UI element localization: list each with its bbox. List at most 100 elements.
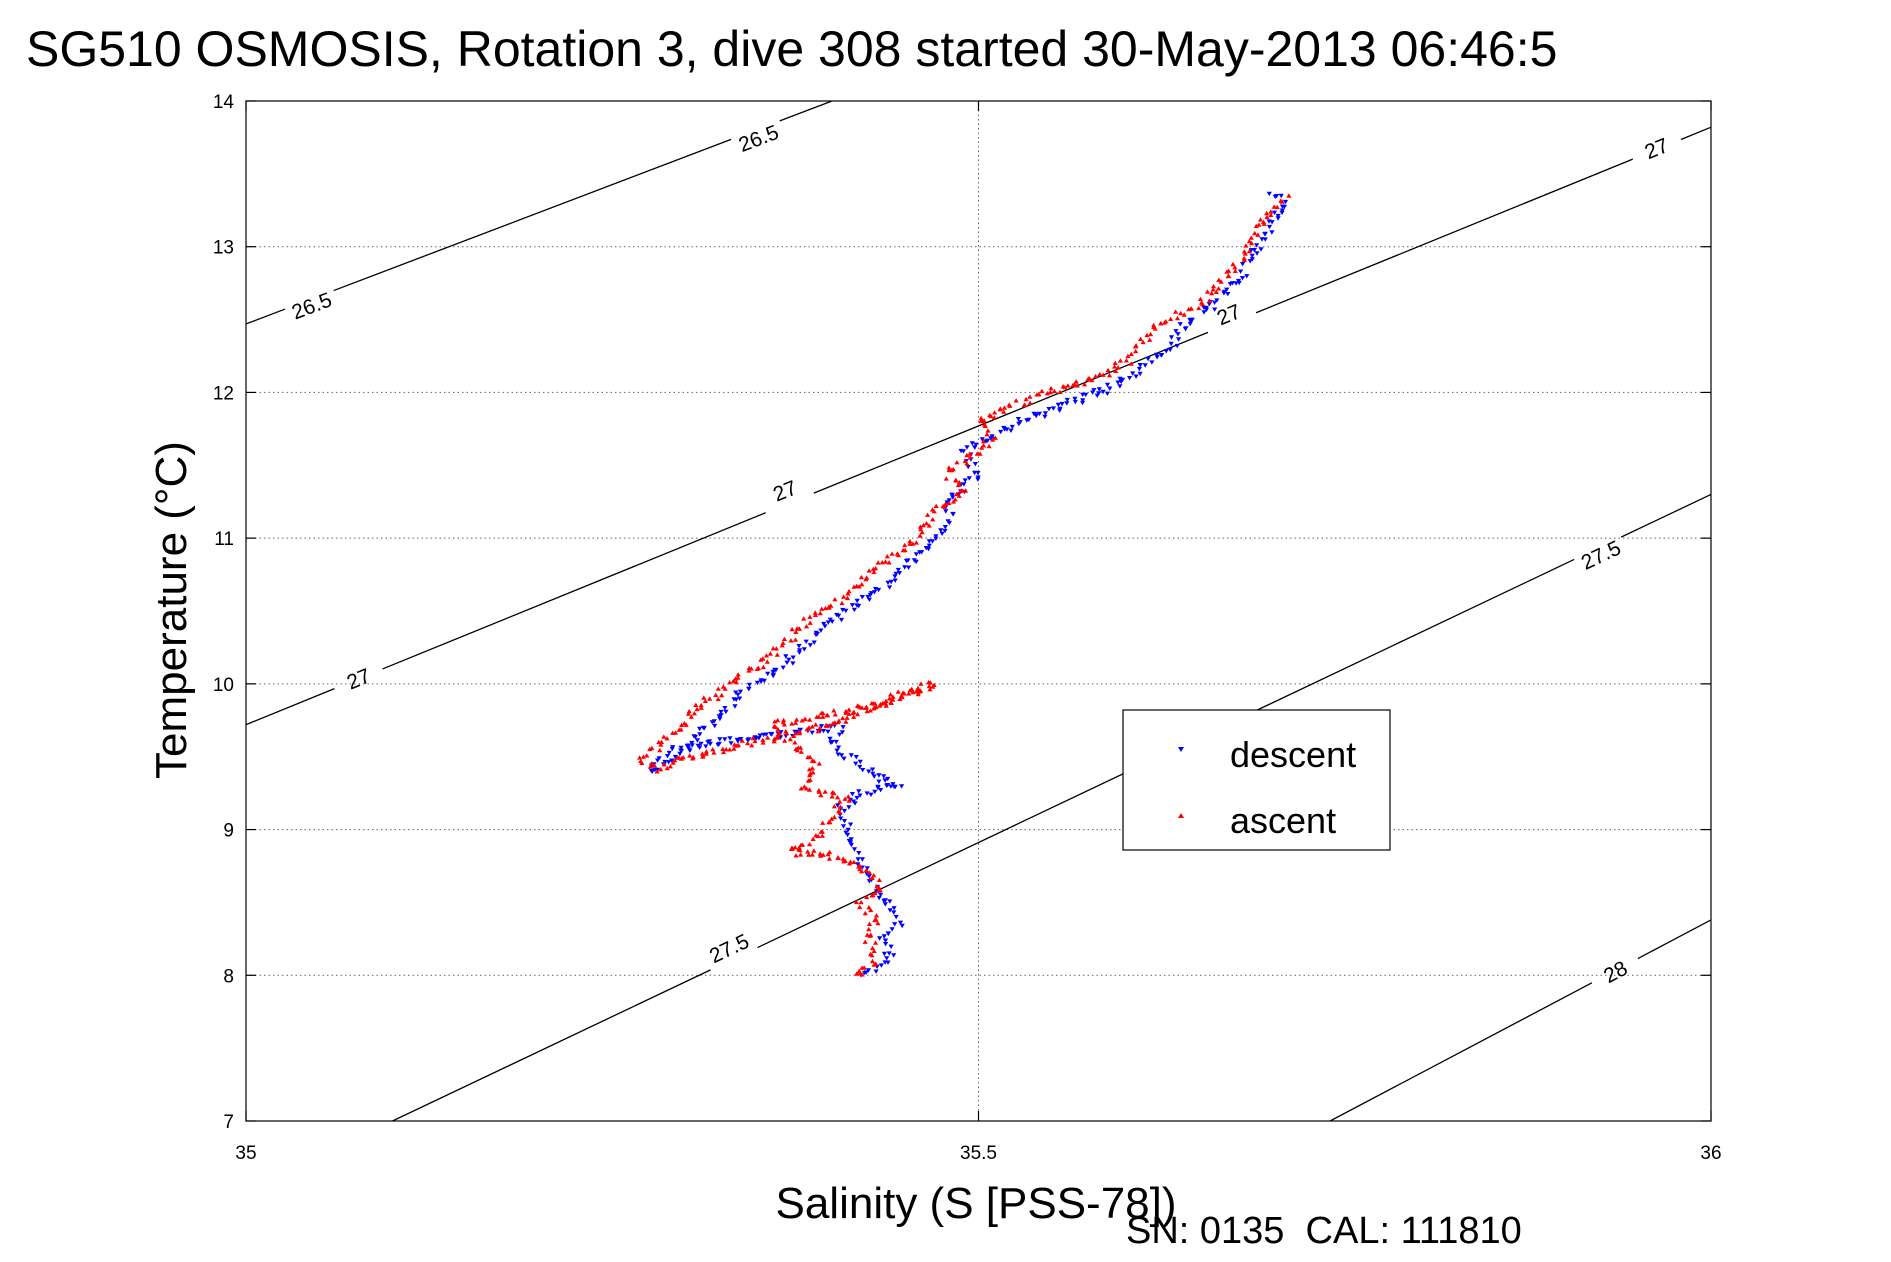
descent-point: [686, 747, 692, 752]
descent-point: [662, 759, 668, 765]
ascent-point: [760, 740, 766, 745]
ascent-point: [1261, 219, 1267, 224]
ascent-point: [661, 734, 667, 739]
ascent-point: [772, 719, 778, 724]
ascent-point: [710, 747, 716, 752]
contour-line: [333, 138, 732, 292]
ascent-point: [639, 760, 645, 765]
ascent-point: [810, 770, 816, 775]
contour-line: [1620, 493, 1711, 538]
descent-point: [854, 603, 860, 608]
descent-point: [821, 728, 827, 734]
axis-ticks: 35 35.5 36 7 8 9 10 11 12 13 14: [213, 92, 1722, 1164]
contour-line: [1680, 126, 1711, 141]
ascent-point: [1257, 217, 1264, 222]
ascent-point: [864, 932, 870, 937]
legend-descent-marker: [1178, 747, 1184, 752]
descent-point: [821, 621, 827, 627]
descent-point: [689, 740, 695, 746]
ascent-point: [1112, 360, 1118, 365]
ascent-point: [739, 738, 745, 743]
ascent-point: [694, 706, 700, 712]
descent-point: [1136, 366, 1142, 372]
ascent-point: [799, 718, 805, 723]
ascent-point: [1232, 265, 1238, 270]
descent-point: [1163, 349, 1169, 354]
ascent-point: [807, 620, 813, 625]
ascent-point: [670, 760, 676, 765]
ascent-point: [962, 488, 969, 493]
descent-point: [1247, 259, 1253, 264]
descent-point: [841, 808, 848, 814]
ascent-point: [843, 719, 849, 724]
descent-point: [851, 607, 857, 613]
ascent-point: [844, 715, 850, 720]
ascent-point: [827, 849, 833, 855]
contour-line: [392, 969, 711, 1121]
ascent-point: [980, 439, 987, 444]
descent-point: [964, 445, 970, 450]
descent-point: [1279, 204, 1285, 209]
ascent-point: [871, 873, 877, 878]
descent-point: [966, 476, 972, 481]
descent-point: [1244, 274, 1250, 279]
descent-point: [875, 784, 881, 790]
descent-point: [1080, 398, 1086, 403]
ascent-point: [779, 643, 785, 648]
ascent-point: [1186, 306, 1192, 312]
ascent-point: [882, 559, 889, 564]
ascent-point: [931, 682, 937, 687]
descent-point: [809, 730, 815, 735]
ascent-point: [863, 704, 869, 709]
ascent-point: [907, 538, 913, 544]
ascent-point: [927, 687, 933, 692]
descent-point: [848, 842, 854, 848]
descent-point: [870, 771, 876, 777]
descent-point: [899, 923, 905, 929]
legend-box: [1122, 709, 1391, 851]
ascent-point: [750, 735, 756, 741]
descent-point: [855, 857, 861, 862]
ascent-point: [688, 714, 694, 719]
ascent-point: [829, 790, 836, 795]
ascent-point: [829, 794, 835, 799]
ascent-point: [809, 765, 815, 771]
ascent-point: [978, 418, 984, 424]
contour-label: 27.5: [1578, 536, 1625, 574]
ascent-point: [855, 711, 861, 717]
series-ascent: [637, 193, 1292, 977]
ascent-point: [819, 606, 825, 611]
ascent-point: [955, 482, 961, 488]
ascent-point: [693, 702, 699, 707]
descent-point: [972, 445, 978, 450]
descent-point: [1254, 243, 1260, 248]
ascent-point: [1039, 388, 1045, 394]
descent-point: [857, 793, 863, 798]
ascent-point: [886, 560, 892, 565]
ascent-point: [843, 710, 849, 715]
descent-point: [926, 539, 932, 544]
ascent-point: [826, 856, 832, 861]
ascent-point: [731, 746, 737, 751]
ascent-point: [1105, 367, 1111, 373]
descent-point: [892, 574, 898, 579]
ascent-point: [1253, 223, 1259, 228]
ascent-point: [872, 917, 878, 923]
ascent-point: [1226, 268, 1232, 273]
descent-point: [1120, 377, 1126, 383]
descent-point: [722, 737, 728, 742]
ascent-point: [1057, 389, 1063, 395]
descent-point: [864, 866, 870, 871]
legend-descent-label: descent: [1230, 734, 1356, 775]
ascent-point: [793, 629, 799, 634]
ascent-point: [1085, 377, 1091, 382]
ascent-point: [831, 708, 837, 713]
ascent-point: [793, 720, 799, 725]
ascent-point: [1051, 388, 1058, 394]
y-tick-label: 9: [223, 821, 234, 842]
ascent-point: [857, 866, 863, 872]
descent-point: [745, 738, 751, 743]
descent-point: [733, 697, 739, 702]
descent-point: [878, 892, 884, 898]
ascent-point: [651, 763, 658, 768]
